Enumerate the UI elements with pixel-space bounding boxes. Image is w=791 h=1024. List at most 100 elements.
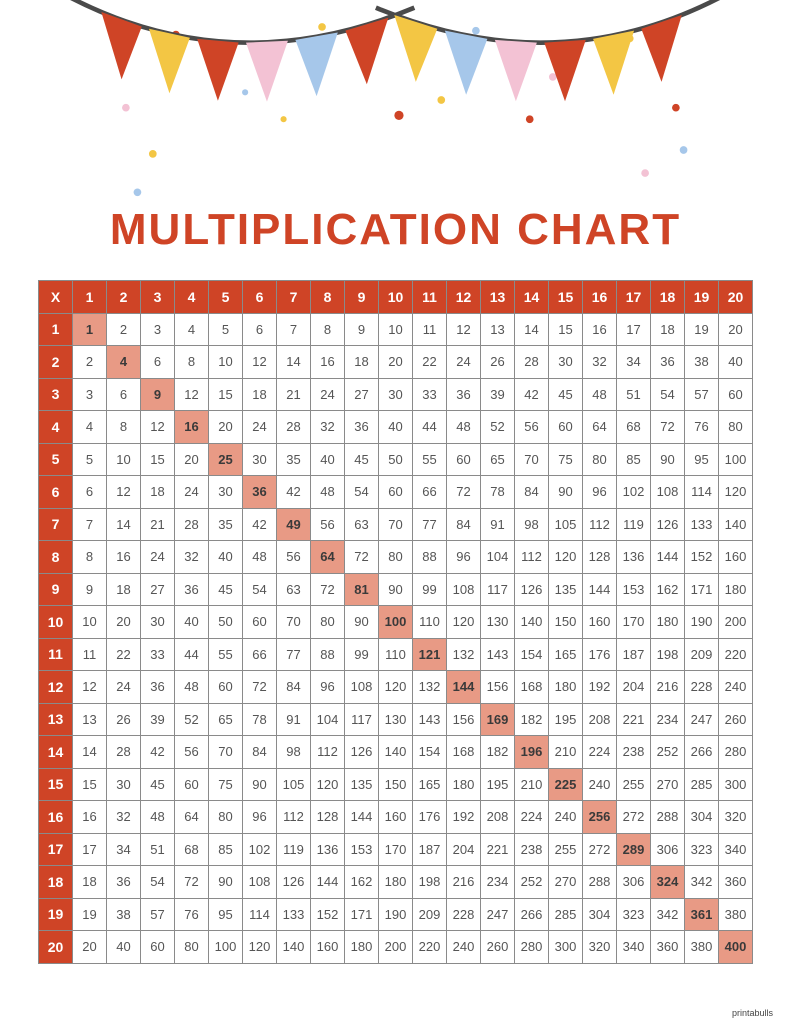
table-cell: 114 [685,476,719,509]
table-cell: 285 [685,768,719,801]
table-cell: 26 [481,346,515,379]
table-cell: 84 [277,671,311,704]
table-cell: 9 [73,573,107,606]
row-header: 8 [39,541,73,574]
table-cell: 60 [719,378,753,411]
table-cell: 225 [549,768,583,801]
row-header: 9 [39,573,73,606]
page-title: MULTIPLICATION CHART [0,205,791,255]
table-cell: 10 [107,443,141,476]
table-cell: 96 [311,671,345,704]
table-cell: 300 [549,931,583,964]
table-cell: 72 [311,573,345,606]
table-cell: 126 [515,573,549,606]
table-cell: 24 [141,541,175,574]
table-cell: 36 [651,346,685,379]
table-cell: 19 [73,898,107,931]
table-cell: 36 [141,671,175,704]
table-cell: 18 [651,313,685,346]
table-cell: 85 [209,833,243,866]
table-cell: 68 [617,411,651,444]
table-cell: 100 [719,443,753,476]
table-cell: 11 [73,638,107,671]
table-cell: 72 [243,671,277,704]
table-cell: 224 [515,801,549,834]
table-cell: 196 [515,736,549,769]
table-cell: 64 [175,801,209,834]
table-cell: 105 [549,508,583,541]
row-header: 18 [39,866,73,899]
table-cell: 95 [685,443,719,476]
table-cell: 160 [311,931,345,964]
table-cell: 80 [719,411,753,444]
table-cell: 80 [175,931,209,964]
row-header: 3 [39,378,73,411]
table-cell: 49 [277,508,311,541]
table-cell: 30 [379,378,413,411]
table-cell: 165 [413,768,447,801]
table-cell: 12 [107,476,141,509]
table-cell: 130 [481,606,515,639]
table-cell: 180 [447,768,481,801]
table-cell: 16 [311,346,345,379]
table-cell: 140 [515,606,549,639]
table-cell: 30 [107,768,141,801]
table-cell: 140 [719,508,753,541]
table-cell: 20 [719,313,753,346]
table-cell: 4 [107,346,141,379]
table-cell: 128 [311,801,345,834]
table-cell: 66 [243,638,277,671]
table-cell: 234 [651,703,685,736]
table-cell: 70 [515,443,549,476]
table-cell: 15 [141,443,175,476]
table-cell: 288 [651,801,685,834]
table-cell: 228 [447,898,481,931]
table-cell: 4 [73,411,107,444]
table-cell: 56 [277,541,311,574]
table-corner: X [39,281,73,314]
table-cell: 39 [481,378,515,411]
table-cell: 60 [141,931,175,964]
table-cell: 68 [175,833,209,866]
table-cell: 182 [515,703,549,736]
table-cell: 361 [685,898,719,931]
table-cell: 24 [175,476,209,509]
table-cell: 240 [583,768,617,801]
table-cell: 3 [73,378,107,411]
table-cell: 54 [243,573,277,606]
table-cell: 36 [175,573,209,606]
table-cell: 324 [651,866,685,899]
col-header: 19 [685,281,719,314]
table-cell: 12 [73,671,107,704]
table-cell: 28 [175,508,209,541]
table-cell: 88 [311,638,345,671]
table-cell: 54 [141,866,175,899]
table-cell: 192 [447,801,481,834]
table-cell: 180 [549,671,583,704]
table-cell: 21 [141,508,175,541]
table-cell: 50 [379,443,413,476]
table-cell: 216 [651,671,685,704]
table-cell: 99 [345,638,379,671]
table-cell: 22 [107,638,141,671]
table-cell: 170 [617,606,651,639]
table-cell: 112 [583,508,617,541]
table-cell: 255 [549,833,583,866]
table-cell: 54 [651,378,685,411]
table-cell: 3 [141,313,175,346]
table-cell: 63 [277,573,311,606]
col-header: 17 [617,281,651,314]
col-header: 15 [549,281,583,314]
row-header: 16 [39,801,73,834]
table-cell: 285 [549,898,583,931]
table-cell: 38 [685,346,719,379]
table-cell: 224 [583,736,617,769]
table-cell: 126 [651,508,685,541]
table-cell: 143 [413,703,447,736]
table-cell: 81 [345,573,379,606]
table-cell: 30 [549,346,583,379]
col-header: 7 [277,281,311,314]
table-cell: 198 [413,866,447,899]
col-header: 10 [379,281,413,314]
table-cell: 57 [685,378,719,411]
